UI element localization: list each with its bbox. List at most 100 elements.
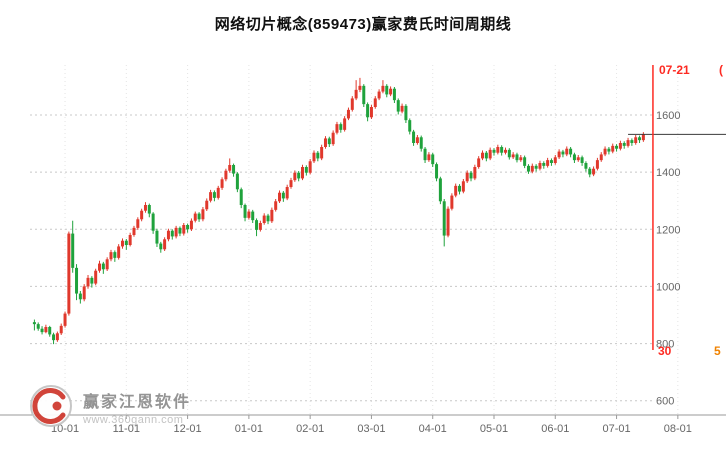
candle-body [415,137,419,143]
candle-body [243,205,247,218]
candle-body [515,154,519,161]
candle-body [335,124,339,133]
candle-body [381,85,385,92]
candle-body [488,149,492,159]
candle-body [44,327,48,333]
candle-body [404,105,408,121]
candle-body [465,172,469,182]
candle-body [373,98,377,107]
candle-body [320,147,324,159]
candle-body [98,263,102,271]
candle-body [400,105,404,112]
candle-body [278,192,282,202]
chart-title: 网络切片概念(859473)赢家费氏时间周期线 [214,16,512,33]
watermark-url: www.360gann.com [83,414,184,426]
candle-body [59,325,63,334]
candle-body [638,137,642,141]
candle-body [377,91,381,99]
candle-body [362,85,366,105]
candle-body [538,163,542,169]
x-axis-label: 02-01 [296,423,324,435]
x-axis-label: 06-01 [541,423,569,435]
candle-body [163,239,167,250]
candle-body [235,173,239,190]
candle-body [251,211,255,221]
candle-body [274,201,278,210]
candle-body [117,246,121,258]
candle-body [193,213,197,221]
candle-body [503,149,507,153]
fib-cycle-date-label: 07-21 [659,63,690,77]
candle-body [140,210,144,220]
candle-body [327,138,331,145]
candle-body [358,85,362,90]
candle-body [36,324,40,329]
candle-body [224,170,228,180]
candle-body [427,154,431,161]
candle-body [232,165,236,174]
y-axis-label: 1000 [656,281,680,293]
candle-body [431,154,435,165]
candle-body [82,286,86,300]
candle-body [385,85,389,95]
candle-body [67,233,71,314]
x-axis-label: 08-01 [664,423,692,435]
candle-body [216,187,220,198]
candle-body [542,163,546,166]
candle-body [580,157,584,163]
candle-body [511,154,515,158]
candle-body [170,230,174,237]
candle-body [124,240,128,245]
clipped-cycle-label-bottom: 5 [714,344,721,358]
candle-body [423,148,427,161]
candle-body [450,195,454,209]
candle-body [366,104,370,118]
candle-body [477,158,481,167]
candle-body [549,160,553,163]
candle-body [316,152,320,159]
candle-body [48,327,52,335]
candle-body [500,147,504,153]
candle-body [615,145,619,149]
candle-body [343,118,347,130]
candle-body [419,137,423,149]
candle-body [40,328,44,333]
candle-body [297,172,301,179]
candle-body [584,163,588,169]
candle-body [113,252,117,258]
candle-body [599,154,603,161]
candle-body [557,151,561,158]
watermark: 赢家江恩软件 www.360gann.com [28,383,191,429]
candle-body [174,227,178,237]
candle-body [354,89,358,99]
candle-body [626,140,630,146]
candle-body [285,187,289,199]
candle-body [239,189,243,205]
candle-body [201,209,205,220]
candle-body [526,165,530,172]
candle-body [143,205,147,211]
candle-body [182,225,186,234]
candle-body [159,243,163,250]
candle-body [553,157,557,163]
candle-body [289,180,293,187]
candle-body [281,192,285,199]
candle-body [178,227,182,234]
candle-body [461,181,465,192]
x-axis-label: 11-01 [113,423,140,435]
y-axis-label: 600 [656,396,674,408]
candle-body [312,152,316,162]
candle-body [523,157,527,166]
candle-body [630,140,634,143]
candle-body [120,240,124,247]
candle-body [396,100,400,112]
candle-body [369,107,373,118]
watermark-text: 赢家江恩软件 www.360gann.com [83,383,191,426]
candle-body [304,167,308,173]
watermark-brand: 赢家江恩软件 [83,394,192,411]
x-axis-label: 05-01 [480,423,508,435]
y-axis-label: 1600 [656,110,680,122]
candle-body [603,148,607,155]
x-axis-label: 03-01 [357,423,385,435]
